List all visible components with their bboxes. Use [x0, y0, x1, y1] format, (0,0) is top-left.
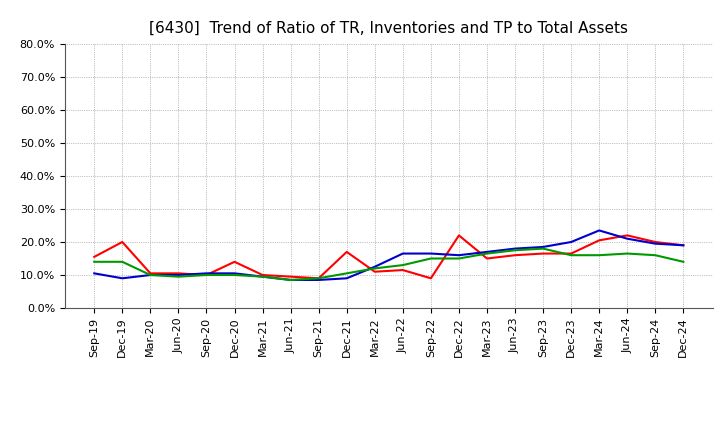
Trade Payables: [539, 246, 547, 251]
Trade Payables: [146, 272, 155, 278]
Trade Receivables: [343, 249, 351, 254]
Trade Payables: [174, 274, 183, 279]
Line: Trade Receivables: Trade Receivables: [94, 235, 683, 279]
Trade Payables: [398, 262, 407, 268]
Trade Receivables: [287, 274, 295, 279]
Inventories: [567, 239, 575, 245]
Inventories: [679, 243, 688, 248]
Trade Receivables: [315, 275, 323, 281]
Inventories: [287, 277, 295, 282]
Trade Payables: [202, 272, 211, 278]
Inventories: [398, 251, 407, 256]
Trade Receivables: [258, 272, 267, 278]
Trade Receivables: [482, 256, 491, 261]
Inventories: [623, 236, 631, 241]
Trade Payables: [567, 253, 575, 258]
Line: Trade Payables: Trade Payables: [94, 249, 683, 280]
Inventories: [343, 275, 351, 281]
Inventories: [510, 246, 519, 251]
Trade Payables: [230, 272, 239, 278]
Inventories: [118, 275, 127, 281]
Trade Receivables: [230, 259, 239, 264]
Trade Receivables: [595, 238, 603, 243]
Trade Receivables: [679, 243, 688, 248]
Trade Payables: [315, 275, 323, 281]
Trade Payables: [454, 256, 463, 261]
Trade Receivables: [510, 253, 519, 258]
Trade Receivables: [567, 251, 575, 256]
Trade Payables: [426, 256, 435, 261]
Trade Receivables: [651, 239, 660, 245]
Title: [6430]  Trend of Ratio of TR, Inventories and TP to Total Assets: [6430] Trend of Ratio of TR, Inventories…: [149, 21, 629, 36]
Trade Payables: [90, 259, 99, 264]
Trade Payables: [623, 251, 631, 256]
Trade Payables: [679, 259, 688, 264]
Inventories: [230, 271, 239, 276]
Inventories: [539, 244, 547, 249]
Trade Receivables: [454, 233, 463, 238]
Inventories: [651, 241, 660, 246]
Inventories: [90, 271, 99, 276]
Inventories: [315, 277, 323, 282]
Trade Receivables: [146, 271, 155, 276]
Inventories: [258, 274, 267, 279]
Trade Payables: [258, 274, 267, 279]
Inventories: [202, 271, 211, 276]
Inventories: [426, 251, 435, 256]
Trade Receivables: [202, 272, 211, 278]
Inventories: [482, 249, 491, 254]
Trade Receivables: [90, 254, 99, 260]
Inventories: [146, 272, 155, 278]
Trade Receivables: [426, 275, 435, 281]
Inventories: [454, 253, 463, 258]
Trade Receivables: [623, 233, 631, 238]
Line: Inventories: Inventories: [94, 231, 683, 280]
Trade Payables: [343, 271, 351, 276]
Trade Receivables: [118, 239, 127, 245]
Inventories: [371, 264, 379, 269]
Trade Payables: [371, 266, 379, 271]
Trade Receivables: [539, 251, 547, 256]
Trade Payables: [651, 253, 660, 258]
Trade Receivables: [371, 269, 379, 275]
Trade Payables: [287, 277, 295, 282]
Inventories: [595, 228, 603, 233]
Trade Payables: [482, 251, 491, 256]
Trade Payables: [118, 259, 127, 264]
Inventories: [174, 272, 183, 278]
Trade Receivables: [174, 271, 183, 276]
Trade Receivables: [398, 268, 407, 273]
Trade Payables: [595, 253, 603, 258]
Trade Payables: [510, 248, 519, 253]
